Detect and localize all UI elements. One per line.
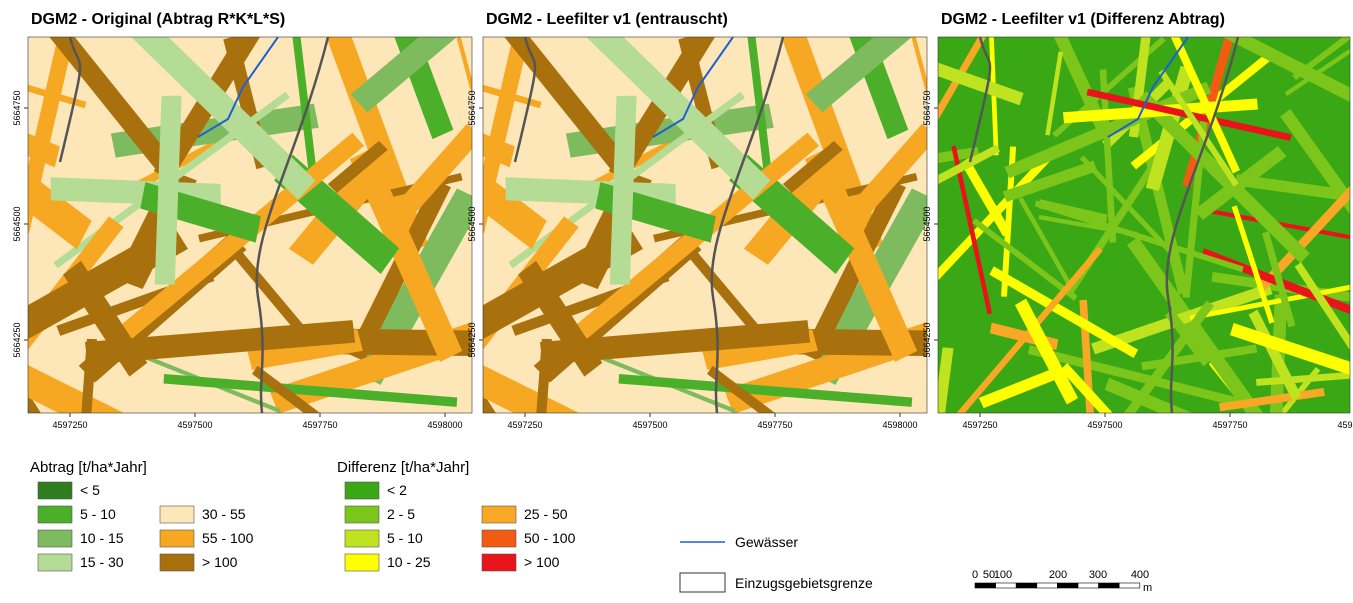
y-tick-label: 5664750 — [467, 90, 477, 125]
legend-label: 5 - 10 — [387, 530, 423, 546]
legend-label: 5 - 10 — [80, 506, 116, 522]
legend-label: > 100 — [524, 554, 560, 570]
scale-label: 400 — [1131, 569, 1149, 581]
legend-label: Einzugsgebietsgrenze — [735, 575, 873, 591]
x-tick-label: 4597250 — [52, 420, 87, 430]
y-tick-label: 5664750 — [12, 90, 22, 125]
legend-swatch — [345, 554, 379, 571]
legend-swatch — [160, 554, 194, 571]
scale-segment — [1099, 583, 1120, 588]
y-tick-label: 5664500 — [467, 206, 477, 241]
x-tick-label: 4597750 — [1212, 420, 1247, 430]
legend-swatch — [345, 482, 379, 499]
legend-label: 55 - 100 — [202, 530, 254, 546]
scale-segment — [1057, 583, 1078, 588]
y-tick-label: 5664500 — [922, 206, 932, 241]
scale-segment — [1016, 583, 1037, 588]
scale-label: 200 — [1049, 569, 1067, 581]
scale-segment — [996, 583, 1017, 588]
legend-swatch — [345, 530, 379, 547]
map-title: DGM2 - Original (Abtrag R*K*L*S) — [31, 11, 285, 28]
legend-label: < 5 — [80, 482, 100, 498]
scale-label: 100 — [994, 569, 1012, 581]
legend-swatch — [482, 530, 516, 547]
legend-label: 25 - 50 — [524, 506, 568, 522]
legend-swatch — [160, 506, 194, 523]
scale-unit: m — [1143, 582, 1152, 594]
map-title: DGM2 - Leefilter v1 (entrauscht) — [486, 11, 728, 28]
legend-title: Differenz [t/ha*Jahr] — [337, 459, 469, 476]
x-tick-label: 4597500 — [177, 420, 212, 430]
boundary-symbol — [680, 573, 725, 592]
x-tick-label: 4597250 — [507, 420, 542, 430]
legend-label: Gewässer — [735, 534, 798, 550]
scale-segment — [975, 583, 996, 588]
scale-segment — [1037, 583, 1058, 588]
legend-swatch — [160, 530, 194, 547]
legend-label: 15 - 30 — [80, 554, 124, 570]
legend-label: 50 - 100 — [524, 530, 576, 546]
legend-swatch — [38, 530, 72, 547]
x-tick-label: 4597250 — [962, 420, 997, 430]
legend-swatch — [38, 482, 72, 499]
scale-segment — [1119, 583, 1140, 588]
y-tick-label: 5664750 — [922, 90, 932, 125]
legend-title: Abtrag [t/ha*Jahr] — [30, 459, 147, 476]
legend-swatch — [482, 554, 516, 571]
legend-label: > 100 — [202, 554, 238, 570]
x-tick-label: 4597750 — [302, 420, 337, 430]
legend-label: < 2 — [387, 482, 407, 498]
y-tick-label: 5664500 — [12, 206, 22, 241]
legend-swatch — [482, 506, 516, 523]
legend-swatch — [38, 506, 72, 523]
x-tick-label: 4597500 — [632, 420, 667, 430]
x-tick-label: 4597500 — [1087, 420, 1122, 430]
map-figure: DGM2 - Original (Abtrag R*K*L*S) 4597250 4… — [0, 0, 1353, 598]
map-title: DGM2 - Leefilter v1 (Differenz Abtrag) — [941, 11, 1225, 28]
legend-label: 30 - 55 — [202, 506, 246, 522]
y-tick-label: 5664250 — [467, 322, 477, 357]
x-tick-label: 4598000 — [1337, 420, 1353, 430]
x-tick-label: 4597750 — [757, 420, 792, 430]
x-tick-label: 4598000 — [882, 420, 917, 430]
legend-swatch — [345, 506, 379, 523]
y-tick-label: 5664250 — [922, 322, 932, 357]
scale-label: 0 — [972, 569, 978, 581]
scale-label: 300 — [1089, 569, 1107, 581]
legend-label: 10 - 25 — [387, 554, 431, 570]
legend-swatch — [38, 554, 72, 571]
x-tick-label: 4598000 — [427, 420, 462, 430]
y-tick-label: 5664250 — [12, 322, 22, 357]
scale-segment — [1078, 583, 1099, 588]
legend-label: 2 - 5 — [387, 506, 415, 522]
legend-label: 10 - 15 — [80, 530, 124, 546]
